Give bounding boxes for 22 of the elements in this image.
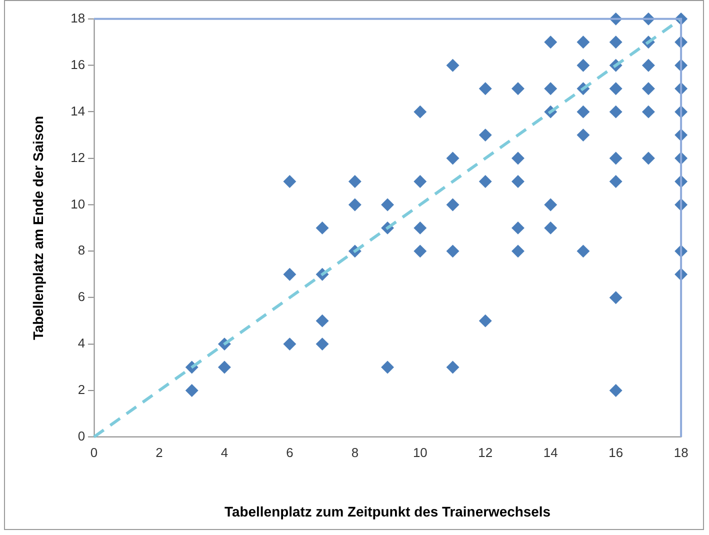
y-tick-label: 10	[70, 196, 86, 212]
x-tick-label: 2	[156, 445, 163, 460]
x-tick-label: 8	[351, 445, 359, 460]
y-tick-label: 2	[78, 382, 86, 398]
y-tick-label: 18	[70, 10, 86, 26]
y-tick-label: 6	[78, 289, 86, 304]
x-tick-label: 18	[674, 445, 688, 460]
x-axis-title: Tabellenplatz zum Zeitpunkt des Trainerwechsels	[224, 504, 551, 520]
y-tick-label: 0	[78, 428, 86, 444]
y-tick-label: 16	[70, 56, 86, 72]
y-tick-label: 4	[78, 336, 86, 351]
x-tick-label: 16	[608, 445, 624, 460]
x-tick-label: 0	[90, 445, 98, 460]
y-tick-label: 14	[70, 103, 86, 118]
y-axis-title: Tabellenplatz am Ende der Saison	[30, 116, 46, 340]
x-tick-label: 12	[478, 445, 493, 460]
x-tick-label: 10	[412, 445, 428, 460]
x-tick-label: 6	[286, 445, 294, 460]
x-tick-label: 14	[543, 445, 558, 460]
y-tick-label: 12	[70, 150, 86, 165]
x-tick-label: 4	[220, 445, 228, 460]
y-tick-label: 8	[78, 242, 86, 258]
